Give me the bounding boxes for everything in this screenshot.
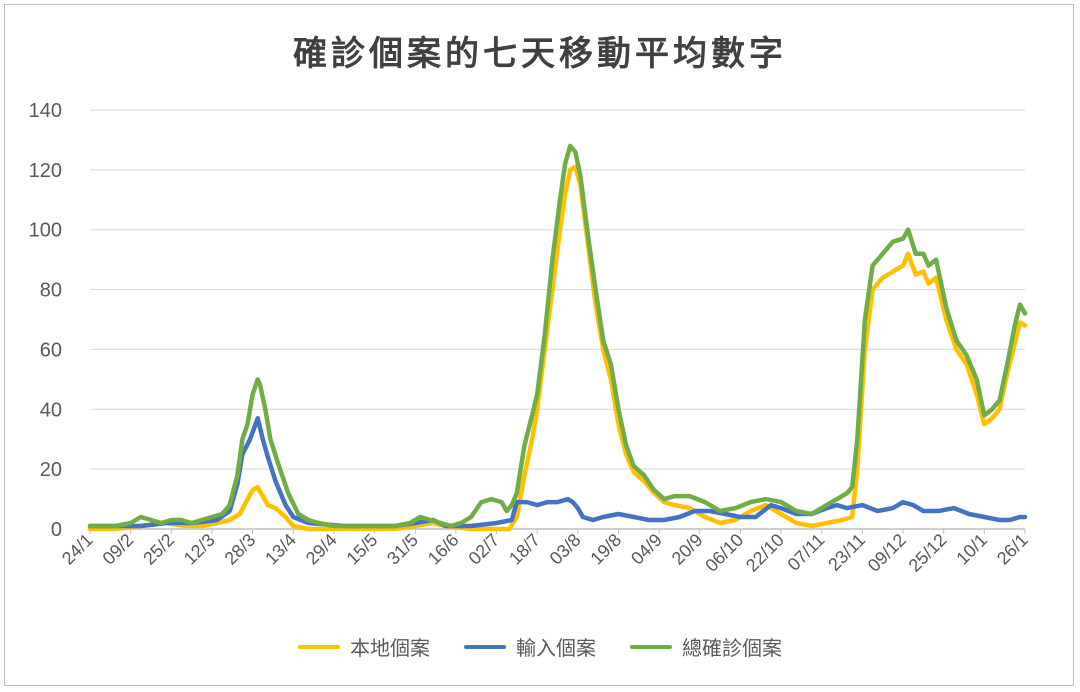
- legend-swatch: [298, 644, 340, 649]
- x-axis-ticks: 24/1 09/2 25/2 12/3 28/3 13/4 29/4 15/5 31/5 16/6…: [58, 529, 1032, 576]
- x-tick-label: 13/4: [261, 530, 300, 569]
- legend-label: 總確診個案: [682, 636, 782, 660]
- legend-label: 輸入個案: [516, 636, 596, 660]
- x-tick-label: 07/11: [784, 530, 829, 575]
- y-tick-label: 20: [40, 459, 62, 481]
- y-tick-label: 140: [29, 100, 62, 122]
- x-tick-label: 09/12: [864, 530, 910, 576]
- x-tick-label: 29/4: [302, 530, 341, 569]
- x-tick-label: 22/10: [742, 530, 788, 576]
- x-tick-label: 10/1: [952, 530, 991, 569]
- chart-title: 確診個案的七天移動平均數字: [293, 34, 787, 74]
- legend-item: 總確診個案: [630, 632, 782, 661]
- y-tick-label: 100: [29, 220, 62, 242]
- legend-swatch: [464, 644, 506, 649]
- x-tick-label: 31/5: [383, 530, 422, 569]
- x-tick-label: 24/1: [58, 530, 97, 569]
- x-tick-label: 15/5: [342, 530, 381, 569]
- x-tick-label: 25/2: [139, 530, 178, 569]
- legend-item: 輸入個案: [464, 632, 596, 661]
- x-tick-label: 19/8: [586, 530, 625, 569]
- x-tick-label: 12/3: [180, 530, 219, 569]
- y-tick-label: 0: [51, 519, 62, 541]
- y-tick-label: 40: [40, 399, 62, 421]
- y-tick-label: 80: [40, 280, 62, 302]
- x-tick-label: 04/9: [627, 530, 666, 569]
- x-tick-label: 25/12: [905, 530, 951, 576]
- legend-label: 本地個案: [350, 636, 430, 660]
- legend: 本地個案 輸入個案 總確診個案: [0, 632, 1080, 661]
- gridlines: [90, 109, 1025, 470]
- y-tick-label: 60: [40, 339, 62, 361]
- x-tick-label: 02/7: [464, 530, 503, 569]
- x-tick-label: 23/11: [824, 530, 869, 575]
- x-tick-label: 09/2: [99, 530, 138, 569]
- x-tick-label: 28/3: [221, 530, 260, 569]
- x-tick-label: 06/10: [701, 530, 747, 576]
- series-line-imported: [87, 416, 1028, 529]
- y-axis-ticks: 0 20 40 60 80 100 120 140: [29, 100, 62, 541]
- x-tick-label: 03/8: [546, 530, 585, 569]
- y-tick-label: 120: [29, 160, 62, 182]
- x-tick-label: 16/6: [424, 530, 463, 569]
- series-lines: [87, 143, 1028, 532]
- series-line-total: [87, 143, 1028, 529]
- series-line-local: [87, 164, 1028, 532]
- x-tick-label: 18/7: [505, 530, 544, 569]
- chart-frame: [4, 4, 1074, 686]
- x-tick-label: 20/9: [668, 530, 707, 569]
- x-tick-label: 26/1: [993, 530, 1032, 569]
- legend-swatch: [630, 644, 672, 649]
- legend-item: 本地個案: [298, 632, 430, 661]
